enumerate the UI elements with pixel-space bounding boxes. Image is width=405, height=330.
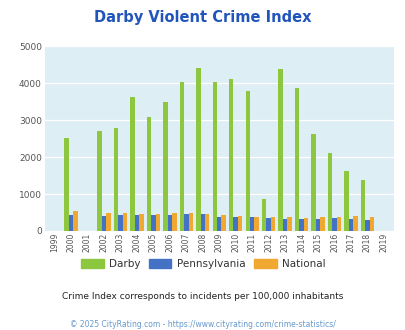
Bar [205, 214, 209, 231]
Bar [315, 219, 320, 231]
Bar [254, 216, 258, 231]
Bar [352, 216, 357, 231]
Bar [212, 82, 217, 231]
Bar [245, 91, 249, 231]
Bar [146, 117, 151, 231]
Bar [130, 97, 134, 231]
Bar [237, 216, 242, 231]
Bar [270, 217, 275, 231]
Bar [122, 213, 127, 231]
Bar [331, 218, 336, 231]
Bar [343, 171, 348, 231]
Bar [336, 216, 340, 231]
Bar [294, 88, 298, 231]
Bar [298, 219, 303, 231]
Bar [151, 215, 155, 231]
Bar [282, 219, 287, 231]
Bar [320, 217, 324, 231]
Bar [249, 217, 254, 231]
Bar [167, 215, 172, 231]
Bar [139, 214, 143, 231]
Bar [179, 82, 183, 231]
Bar [155, 214, 160, 231]
Bar [102, 216, 106, 231]
Bar [217, 216, 221, 231]
Bar [64, 138, 68, 231]
Bar [303, 218, 307, 231]
Bar [360, 180, 364, 231]
Bar [261, 199, 266, 231]
Bar [233, 217, 237, 231]
Bar [278, 69, 282, 231]
Bar [68, 215, 73, 231]
Bar [266, 218, 270, 231]
Legend: Darby, Pennsylvania, National: Darby, Pennsylvania, National [76, 254, 329, 273]
Bar [134, 215, 139, 231]
Bar [163, 102, 167, 231]
Bar [287, 217, 291, 231]
Text: Darby Violent Crime Index: Darby Violent Crime Index [94, 10, 311, 25]
Bar [196, 68, 200, 231]
Bar [348, 219, 352, 231]
Text: Crime Index corresponds to incidents per 100,000 inhabitants: Crime Index corresponds to incidents per… [62, 292, 343, 301]
Bar [200, 214, 205, 231]
Bar [183, 214, 188, 231]
Bar [221, 215, 225, 231]
Text: © 2025 CityRating.com - https://www.cityrating.com/crime-statistics/: © 2025 CityRating.com - https://www.city… [70, 320, 335, 329]
Bar [73, 212, 77, 231]
Bar [311, 134, 315, 231]
Bar [188, 213, 192, 231]
Bar [172, 213, 176, 231]
Bar [369, 217, 373, 231]
Bar [106, 213, 110, 231]
Bar [113, 128, 118, 231]
Bar [228, 79, 233, 231]
Bar [364, 220, 369, 231]
Bar [327, 153, 331, 231]
Bar [118, 215, 122, 231]
Bar [97, 131, 102, 231]
